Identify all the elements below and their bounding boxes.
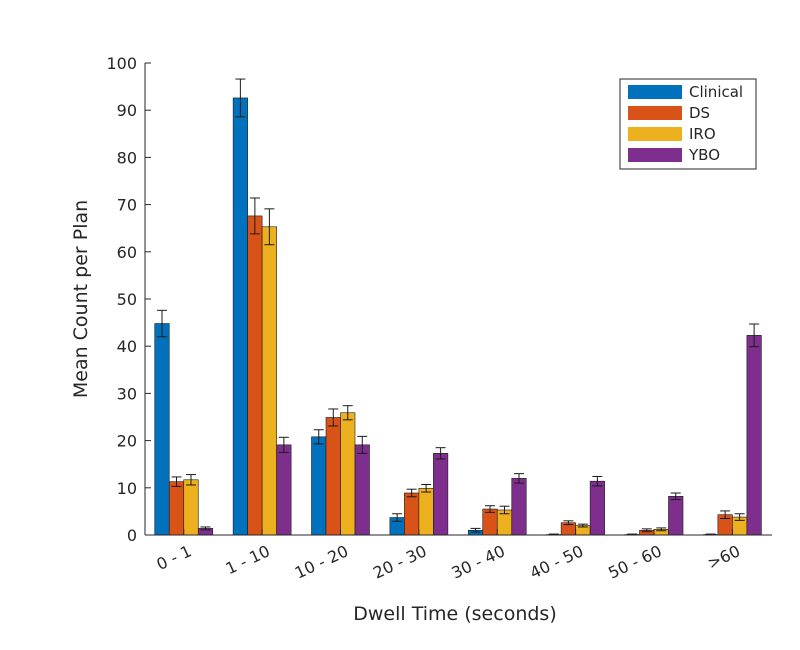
x-tick-label: >60: [704, 541, 743, 572]
bar-ybo-5: [589, 480, 605, 536]
legend-swatch-ybo: [628, 148, 682, 162]
error-bar-iro-3: [421, 483, 432, 493]
x-tick-label: 40 - 50: [527, 541, 586, 582]
x-axis-title: Dwell Time (seconds): [353, 603, 556, 625]
bar-ybo-7: [746, 335, 762, 536]
error-bar-clinical-3: [392, 513, 403, 522]
y-axis-title: Mean Count per Plan: [70, 200, 92, 398]
error-bar-iro-0: [186, 474, 196, 486]
y-tick-label: 10: [117, 479, 137, 498]
bar-ybo-6: [668, 495, 684, 536]
y-tick-label: 60: [117, 243, 137, 262]
legend-swatch-clinical: [628, 85, 682, 99]
error-bar-ybo-5: [592, 475, 603, 487]
x-tick-label: 0 - 1: [154, 541, 195, 574]
y-tick-label: 40: [117, 337, 137, 356]
x-tick-label: 10 - 20: [292, 541, 351, 582]
y-tick-label: 80: [117, 148, 137, 167]
error-bar-ybo-0: [200, 526, 211, 531]
error-bar-clinical-4: [470, 527, 481, 533]
error-bar-ds-3: [406, 488, 417, 498]
y-tick-label: 70: [117, 196, 137, 215]
x-tick-label: 30 - 40: [449, 541, 508, 582]
x-tick-label: 50 - 60: [605, 541, 664, 582]
x-tick-label: 20 - 30: [370, 541, 429, 582]
y-tick-label: 50: [117, 290, 137, 309]
error-bar-ybo-2: [357, 435, 368, 454]
error-bar-clinical-2: [313, 429, 324, 445]
legend-label-ybo: YBO: [688, 146, 720, 164]
y-tick-label: 30: [117, 384, 137, 403]
bar-ds-4: [482, 508, 498, 536]
bar-ybo-1: [276, 444, 292, 536]
error-bar-ds-4: [485, 505, 495, 513]
error-bar-clinical-1: [235, 78, 246, 118]
bar-ds-2: [325, 417, 341, 536]
error-bar-ds-6: [641, 528, 652, 533]
error-bar-ds-5: [563, 520, 574, 526]
error-bar-ybo-1: [278, 436, 289, 453]
bar-ybo-2: [354, 444, 370, 536]
legend-label-ds: DS: [689, 104, 710, 122]
bar-iro-0: [183, 479, 199, 536]
bar-ds-1: [247, 215, 263, 536]
bar-clinical-0: [154, 323, 170, 536]
legend-swatch-ds: [628, 106, 682, 120]
error-bar-iro-6: [656, 527, 667, 532]
error-bar-ds-2: [328, 408, 339, 427]
bar-ds-0: [168, 481, 185, 536]
error-bar-ybo-7: [749, 323, 760, 348]
error-bar-iro-2: [342, 405, 353, 421]
bar-iro-3: [418, 487, 434, 536]
error-bar-ybo-6: [670, 492, 681, 501]
error-bar-ybo-3: [435, 447, 446, 460]
legend-swatch-iro: [628, 127, 682, 141]
bar-clinical-1: [232, 97, 248, 536]
error-bar-iro-1: [264, 208, 275, 246]
legend: Clinical DS IRO YBO: [619, 78, 757, 170]
error-bar-iro-4: [499, 505, 510, 515]
y-tick-label: 100: [106, 54, 137, 73]
error-bar-ds-0: [171, 476, 182, 487]
bar-ds-3: [404, 492, 420, 536]
y-tick-label: 0: [127, 526, 137, 545]
x-tick-label: 1 - 10: [223, 541, 273, 578]
error-bar-ybo-4: [514, 473, 524, 484]
error-bar-ds-7: [720, 510, 731, 519]
bar-clinical-2: [311, 436, 327, 536]
bar-iro-2: [340, 412, 356, 536]
legend-label-iro: IRO: [689, 125, 716, 143]
bar-iro-1: [261, 226, 277, 536]
error-bar-iro-7: [734, 513, 745, 521]
y-tick-label: 90: [117, 101, 137, 120]
bar-ybo-4: [511, 478, 527, 536]
bars-layer: [154, 78, 762, 536]
legend-label-clinical: Clinical: [689, 83, 743, 101]
error-bar-ds-1: [249, 197, 260, 235]
error-bar-clinical-0: [157, 309, 167, 338]
error-bar-iro-5: [577, 523, 588, 528]
y-tick-label: 20: [117, 432, 137, 451]
bar-ybo-3: [433, 453, 449, 536]
